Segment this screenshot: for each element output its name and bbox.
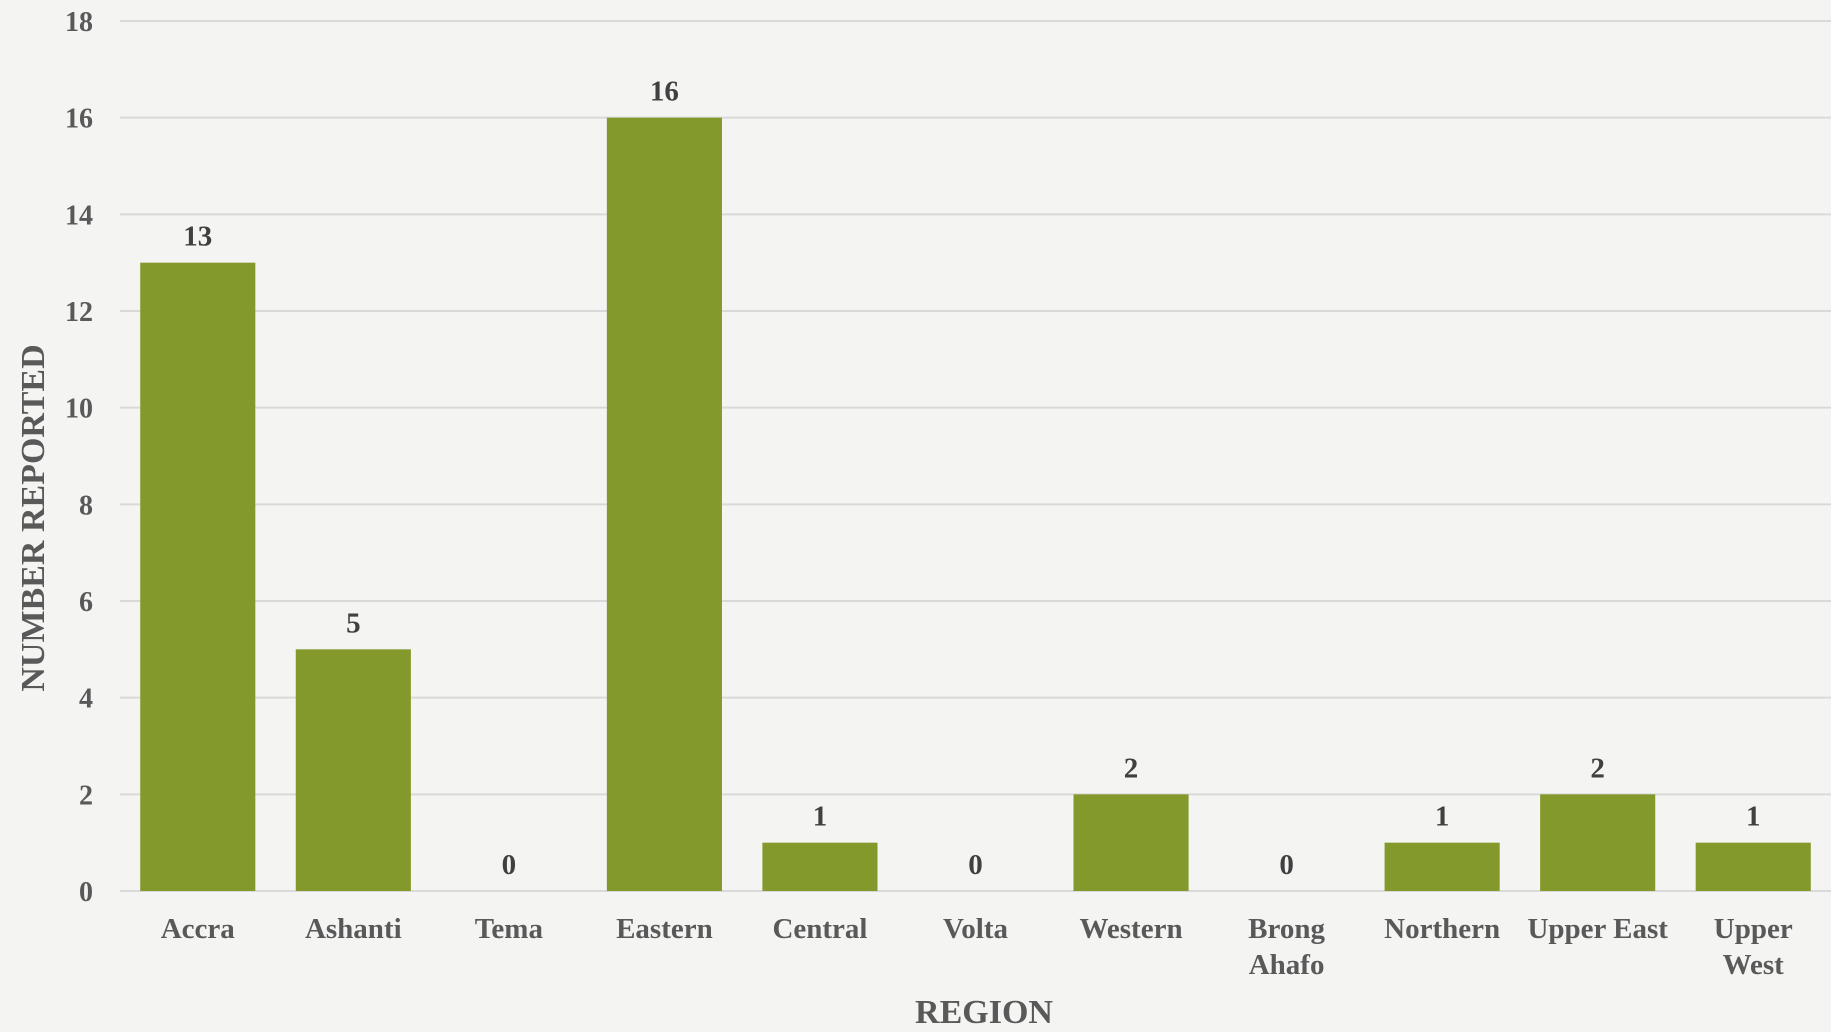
data-label: 13 (183, 221, 212, 253)
y-axis-ticks: 0 2 4 6 8 10 12 14 16 18 (65, 7, 93, 908)
data-label: 0 (1279, 849, 1294, 881)
x-axis-categories: Accra Ashanti Tema Eastern Central Volta Weste… (161, 913, 1793, 981)
y-tick-label: 10 (65, 394, 93, 425)
y-tick-label: 16 (65, 104, 93, 135)
data-label: 0 (502, 849, 517, 881)
bars (140, 117, 1811, 892)
bar (140, 262, 256, 892)
data-label: 0 (968, 849, 983, 881)
bar (762, 842, 878, 891)
y-tick-label: 6 (79, 587, 93, 618)
y-tick-label: 12 (65, 297, 93, 328)
x-category-label: Upper West (1714, 913, 1793, 981)
x-category-label: Accra (161, 913, 236, 945)
bar (295, 649, 411, 891)
x-category-label: Northern (1384, 913, 1500, 945)
x-axis-title: REGION (915, 994, 1053, 1031)
data-label: 1 (1746, 801, 1761, 833)
x-category-label: Volta (943, 913, 1008, 945)
y-axis-title: NUMBER REPORTED (15, 344, 52, 691)
data-label: 5 (346, 607, 361, 639)
y-tick-label: 0 (79, 877, 93, 908)
x-category-label: Tema (475, 913, 544, 945)
x-category-label: Ashanti (305, 913, 402, 945)
x-category-label: Upper East (1527, 913, 1668, 945)
data-label: 2 (1590, 752, 1605, 784)
y-tick-label: 18 (65, 7, 93, 38)
data-label: 1 (1435, 801, 1450, 833)
data-label: 16 (650, 76, 679, 108)
x-category-label: Eastern (616, 913, 713, 945)
data-label: 2 (1124, 752, 1139, 784)
bar (1695, 842, 1811, 891)
bar (1073, 794, 1189, 891)
y-tick-label: 14 (65, 200, 93, 231)
bar (1384, 842, 1500, 891)
data-labels: 13 5 0 16 1 0 2 0 1 2 1 (183, 76, 1760, 881)
x-category-label: Brong Ahafo (1248, 913, 1325, 981)
bar (1540, 794, 1656, 891)
x-category-label: Western (1079, 913, 1182, 945)
bar (606, 117, 722, 891)
y-tick-label: 8 (79, 490, 93, 521)
y-tick-label: 4 (79, 684, 93, 715)
x-category-label: Central (772, 913, 867, 945)
y-tick-label: 2 (79, 780, 93, 811)
data-label: 1 (813, 801, 828, 833)
